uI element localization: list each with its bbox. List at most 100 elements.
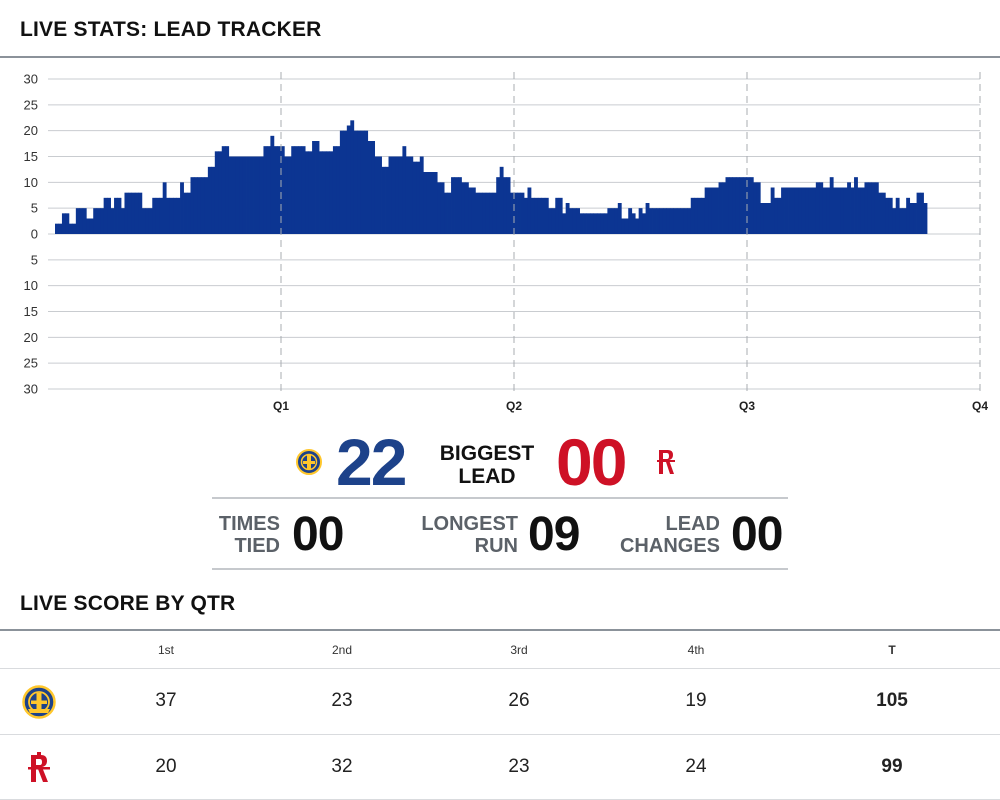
lead-bar xyxy=(409,156,414,234)
lead-tracker-chart: 30 25 20 15 10 5 0 5 10 15 20 25 30 Q1 Q2 Q3 Q4 xyxy=(24,72,989,414)
lead-bar xyxy=(527,187,532,234)
header-total: T xyxy=(888,643,896,657)
lead-bar xyxy=(878,192,883,234)
lead-bar xyxy=(524,197,528,234)
lead-bar xyxy=(284,156,289,234)
lead-bar xyxy=(638,208,643,234)
lead-bar xyxy=(444,192,448,234)
lead-bar xyxy=(430,172,435,234)
lead-bar xyxy=(621,218,626,234)
lead-bar xyxy=(141,208,146,234)
lead-bar xyxy=(148,208,153,234)
lead-bar xyxy=(892,208,897,234)
lead-bar xyxy=(242,156,247,234)
lead-bar xyxy=(138,192,143,234)
lead-bar xyxy=(603,213,608,234)
lead-bar xyxy=(117,197,122,234)
header-2nd: 2nd xyxy=(331,643,353,657)
hou-biggest-lead: 00 xyxy=(556,425,627,499)
lead-bar xyxy=(596,213,601,234)
lead-bar xyxy=(350,120,355,234)
lead-bar xyxy=(902,208,907,234)
hou-q3: 23 xyxy=(508,756,530,777)
lead-bar xyxy=(770,187,775,234)
lead-bar xyxy=(312,141,316,234)
lead-bar xyxy=(794,187,799,234)
lead-bar xyxy=(266,146,271,234)
header-1st: 1st xyxy=(157,643,175,657)
table-row-rockets: 20 32 23 24 99 xyxy=(0,735,1000,800)
hou-total: 99 xyxy=(881,756,903,777)
lead-bar xyxy=(305,151,310,234)
times-tied-label: TIMES TIED xyxy=(218,513,280,557)
lead-bar xyxy=(103,197,108,234)
lead-bar xyxy=(537,197,542,234)
lead-bar xyxy=(225,146,230,234)
lead-bar xyxy=(405,156,410,234)
lead-bar xyxy=(440,182,445,234)
lead-bar xyxy=(197,177,202,234)
lead-bar xyxy=(784,187,789,234)
y-tick-label: 25 xyxy=(24,356,38,371)
lead-bar xyxy=(371,141,376,234)
gsw-q4: 19 xyxy=(685,690,707,711)
lead-bar xyxy=(75,208,80,234)
lead-bar xyxy=(913,203,917,234)
lead-bar xyxy=(760,203,765,234)
lead-bar xyxy=(718,182,723,234)
stats-divider-top xyxy=(212,497,788,499)
lead-bar xyxy=(669,208,674,234)
lead-bar xyxy=(510,192,514,234)
lead-bar xyxy=(812,187,817,234)
lead-bar xyxy=(218,151,223,234)
lead-bar xyxy=(478,192,483,234)
lead-bar xyxy=(715,187,719,234)
lead-bar xyxy=(235,156,240,234)
lead-bar xyxy=(499,166,504,234)
lead-bar xyxy=(617,203,622,234)
hou-q2: 32 xyxy=(331,756,353,777)
x-tick-label: Q1 xyxy=(273,399,289,413)
lead-bar xyxy=(412,161,417,234)
times-tied-value: 00 xyxy=(292,508,344,561)
lead-bar xyxy=(628,208,633,234)
lead-bar xyxy=(662,208,667,234)
gsw-q1: 37 xyxy=(155,690,177,711)
lead-bar xyxy=(166,197,171,234)
lead-bar xyxy=(690,197,695,234)
lead-changes-value: 00 xyxy=(731,508,783,561)
lead-bar xyxy=(381,166,386,234)
lead-bar xyxy=(374,156,379,234)
lead-bar xyxy=(388,156,393,234)
lead-bar xyxy=(176,197,181,234)
lead-bar xyxy=(273,146,278,234)
lead-bar xyxy=(360,130,365,234)
header-3rd: 3rd xyxy=(510,643,528,657)
lead-bar xyxy=(336,146,341,234)
lead-bar xyxy=(343,130,348,234)
lead-bar xyxy=(426,172,431,234)
lead-bar xyxy=(131,192,136,234)
lead-bar xyxy=(881,192,886,234)
lead-bar xyxy=(763,203,768,234)
lead-bar xyxy=(656,208,660,234)
lead-bar xyxy=(253,156,257,234)
lead-bar xyxy=(496,177,501,234)
axis-labels: 30 25 20 15 10 5 0 5 10 15 20 25 30 Q1 Q2 Q3 Q4 xyxy=(24,72,989,414)
lead-bar xyxy=(162,182,167,234)
lead-changes-stat: LEAD CHANGES 00 xyxy=(590,509,800,561)
lead-bar xyxy=(121,208,125,234)
lead-bar xyxy=(708,187,712,234)
lead-bar xyxy=(850,187,855,234)
warriors-logo-icon xyxy=(22,685,56,719)
y-tick-label: 15 xyxy=(24,304,38,319)
lead-bar xyxy=(593,213,598,234)
lead-bar xyxy=(774,197,779,234)
y-tick-label: 15 xyxy=(24,149,38,164)
lead-bar xyxy=(791,187,796,234)
lead-bar xyxy=(756,182,761,234)
lead-bar xyxy=(767,203,772,234)
lead-bar xyxy=(829,177,834,234)
lead-bar xyxy=(55,223,59,234)
lead-bar xyxy=(819,182,824,234)
